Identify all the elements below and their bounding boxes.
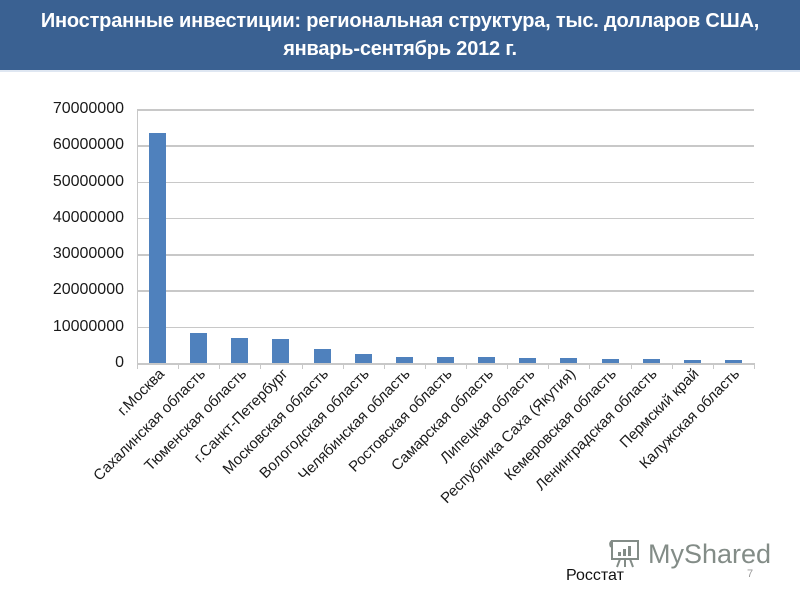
gridline [137,181,754,184]
bar [313,348,331,363]
y-tick-label: 40000000 [52,208,124,226]
bar [478,357,496,363]
page-number: 7 [747,568,754,580]
y-tick-label: 20000000 [52,281,124,299]
x-tick-mark [630,363,632,369]
title-banner: Иностранные инвестиции: региональная стр… [0,0,800,72]
x-tick-mark [178,363,180,369]
x-tick-mark [260,363,262,369]
bar [560,357,578,363]
y-tick-label: 0 [115,354,124,371]
gridline [137,145,754,147]
watermark-text: MyShared [648,538,772,569]
x-tick-mark [301,363,303,369]
bar [642,359,660,363]
y-tick-label: 60000000 [52,136,124,154]
bar [149,132,167,363]
x-tick-mark [424,363,426,369]
gridline [137,217,754,220]
bar-chart: 0 10000000 20000000 30000000 40000000 5000000… [52,100,755,507]
x-tick-mark [589,363,591,369]
x-tick-mark [383,363,385,369]
x-tick-mark [466,363,468,369]
x-axis [137,363,754,365]
x-tick-mark [342,363,344,369]
bar [519,357,537,363]
gridline [137,290,754,292]
y-axis [137,109,138,365]
gridline [137,109,754,111]
bar [601,359,619,363]
x-tick-mark [754,363,755,369]
bar [231,337,249,363]
bar [354,353,372,363]
x-tick-mark [548,363,550,369]
gridline [137,254,754,256]
x-tick-mark [507,363,509,369]
bar [272,339,290,363]
y-tick-label: 70000000 [52,100,124,117]
x-tick-mark [712,363,714,369]
bar [190,332,208,363]
source-label: Росстат [566,567,624,584]
y-tick-label: 10000000 [52,317,124,335]
bar [437,356,454,363]
watermark: MyShared [608,537,771,571]
x-tick-mark [671,363,673,369]
y-tick-label: 30000000 [52,245,124,263]
x-tick-mark [137,363,138,369]
gridline [137,326,754,329]
bar [395,356,413,363]
presentation-board-icon [609,540,639,568]
bar [724,360,742,363]
bar [683,360,701,363]
y-tick-label: 50000000 [52,172,124,190]
page-title: Иностранные инвестиции: региональная стр… [40,10,760,60]
x-tick-mark [219,363,221,369]
